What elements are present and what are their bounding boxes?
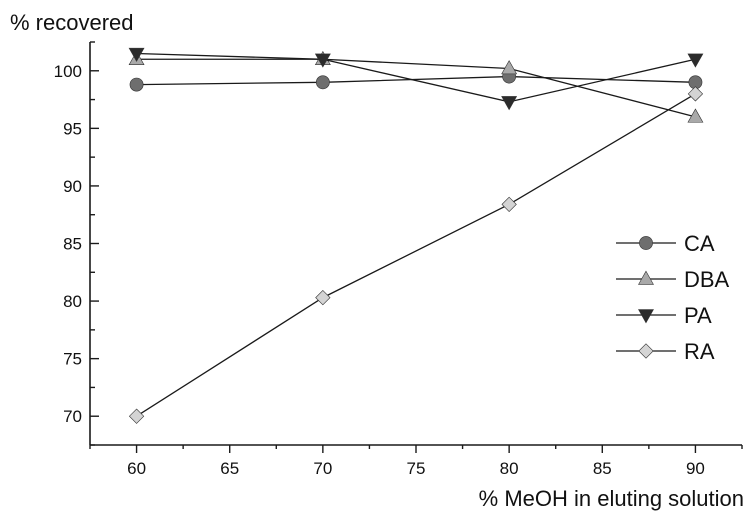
y-tick-label: 100 bbox=[54, 62, 82, 81]
legend-item-pa: PA bbox=[616, 303, 712, 328]
y-tick-label: 90 bbox=[63, 177, 82, 196]
x-tick-label: 90 bbox=[686, 459, 705, 478]
data-point-dba bbox=[501, 60, 518, 75]
series-pa bbox=[128, 47, 704, 111]
x-axis-title: % MeOH in eluting solution bbox=[479, 486, 744, 511]
legend-marker bbox=[639, 236, 653, 250]
data-point-pa bbox=[687, 53, 704, 68]
series-dba bbox=[128, 50, 704, 123]
legend-label: PA bbox=[684, 303, 712, 328]
data-point-pa bbox=[314, 53, 331, 68]
axes: 70 75 80 85 90 95 100 60 65 70 75 80 85 90 bbox=[54, 41, 743, 478]
data-point-dba bbox=[687, 108, 704, 123]
y-tick-label: 95 bbox=[63, 119, 82, 138]
legend-item-ra: RA bbox=[616, 339, 715, 364]
data-point-ra bbox=[501, 196, 517, 212]
x-tick-label: 80 bbox=[500, 459, 519, 478]
data-point-ra bbox=[687, 86, 704, 102]
data-point-ra bbox=[315, 289, 331, 306]
x-tick-label: 75 bbox=[407, 459, 426, 478]
data-point-pa bbox=[128, 47, 145, 62]
x-tick-label: 70 bbox=[313, 459, 332, 478]
y-tick-label: 80 bbox=[63, 292, 82, 311]
legend-marker bbox=[638, 343, 654, 359]
series-layer bbox=[128, 47, 704, 424]
y-axis-title: % recovered bbox=[10, 10, 134, 35]
series-line-pa bbox=[136, 52, 696, 103]
y-tick-label: 75 bbox=[63, 350, 82, 369]
legend-item-dba: DBA bbox=[616, 267, 730, 292]
legend-label: DBA bbox=[684, 267, 730, 292]
legend: CA DBA PA RA bbox=[616, 231, 730, 364]
legend-label: CA bbox=[684, 231, 715, 256]
data-point-ca bbox=[315, 75, 330, 90]
x-tick-label: 85 bbox=[593, 459, 612, 478]
data-point-ca bbox=[129, 77, 144, 92]
x-tick-label: 60 bbox=[127, 459, 146, 478]
legend-marker bbox=[638, 270, 654, 285]
legend-marker bbox=[638, 309, 654, 324]
series-line-dba bbox=[136, 58, 696, 118]
data-point-ra bbox=[128, 408, 145, 424]
legend-item-ca: CA bbox=[616, 231, 715, 256]
series-ra bbox=[128, 86, 704, 424]
legend-label: RA bbox=[684, 339, 715, 364]
x-tick-label: 65 bbox=[220, 459, 239, 478]
y-tick-label: 85 bbox=[63, 235, 82, 254]
data-point-pa bbox=[501, 96, 518, 111]
y-tick-label: 70 bbox=[63, 407, 82, 426]
series-line-ra bbox=[136, 93, 696, 417]
series-line-ca bbox=[136, 75, 696, 86]
